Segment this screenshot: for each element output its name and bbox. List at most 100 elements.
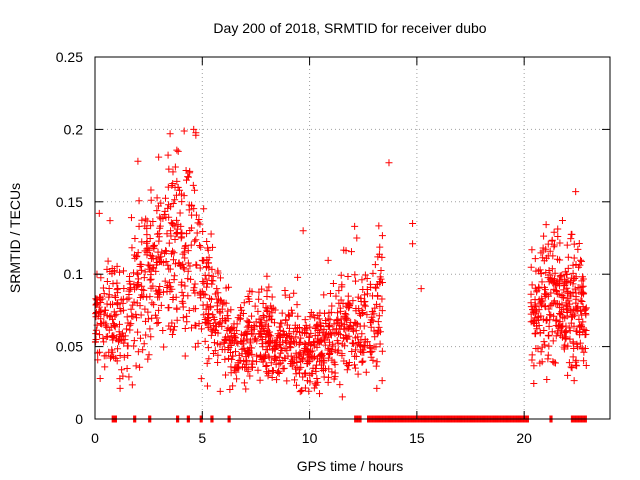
- data-point: [140, 340, 148, 348]
- data-point: [254, 307, 262, 315]
- data-point: [240, 379, 248, 387]
- data-point: [334, 315, 342, 323]
- data-point: [206, 294, 214, 302]
- data-point: [376, 302, 384, 310]
- data-point: [572, 299, 580, 307]
- data-point: [262, 338, 270, 346]
- data-point: [209, 350, 217, 358]
- data-point: [536, 299, 544, 307]
- data-point: [122, 325, 130, 333]
- data-point: [560, 294, 568, 302]
- data-point: [578, 311, 586, 319]
- data-point: [265, 283, 273, 291]
- data-point: [116, 384, 124, 392]
- data-point: [260, 327, 268, 335]
- data-point: [146, 293, 154, 301]
- data-point: [230, 320, 238, 328]
- data-point: [133, 280, 141, 288]
- data-point: [170, 249, 178, 257]
- data-point: [319, 356, 327, 364]
- data-point: [363, 338, 371, 346]
- data-point: [531, 255, 539, 263]
- data-point: [155, 254, 163, 262]
- data-point: [164, 261, 172, 269]
- data-point: [575, 315, 583, 323]
- data-point: [252, 335, 259, 343]
- data-point: [358, 310, 366, 318]
- data-point: [143, 293, 151, 301]
- data-point: [251, 335, 259, 343]
- data-point: [227, 340, 235, 348]
- data-point: [578, 277, 586, 285]
- data-point: [182, 242, 190, 250]
- data-point: [537, 312, 545, 320]
- data-point: [199, 301, 207, 309]
- data-point: [102, 352, 110, 360]
- data-point: [357, 311, 365, 319]
- data-point: [127, 284, 135, 292]
- data-point: [171, 222, 179, 230]
- data-point: [204, 244, 212, 252]
- data-point: [376, 278, 384, 286]
- data-point: [301, 346, 309, 354]
- data-point: [155, 230, 163, 238]
- data-point: [106, 354, 114, 362]
- data-point: [547, 289, 555, 297]
- data-point: [284, 311, 292, 319]
- data-point: [374, 253, 382, 261]
- data-point: [372, 284, 380, 292]
- data-point: [313, 361, 321, 369]
- data-point: [192, 261, 200, 269]
- data-point: [92, 338, 100, 346]
- data-point: [338, 340, 346, 348]
- data-point: [279, 327, 287, 335]
- data-point: [538, 278, 546, 286]
- data-point: [127, 214, 135, 222]
- data-point: [369, 308, 377, 316]
- data-point: [227, 363, 235, 371]
- data-point: [193, 229, 201, 237]
- data-point: [273, 341, 281, 349]
- data-point: [312, 367, 320, 375]
- data-point: [178, 297, 186, 305]
- data-point: [578, 297, 586, 305]
- data-point: [326, 349, 334, 357]
- data-point: [110, 322, 118, 330]
- data-point: [357, 336, 365, 344]
- data-point: [337, 296, 345, 304]
- data-point: [154, 202, 162, 210]
- data-point: [168, 330, 176, 338]
- data-point: [376, 243, 384, 251]
- data-point: [286, 343, 294, 351]
- data-point: [551, 359, 559, 367]
- data-point: [166, 325, 174, 333]
- data-point: [572, 361, 580, 369]
- data-point: [258, 340, 266, 348]
- data-point: [180, 127, 188, 135]
- data-point: [307, 348, 315, 356]
- data-point: [131, 285, 139, 293]
- data-point: [319, 329, 327, 337]
- data-point: [203, 256, 211, 264]
- data-point: [160, 343, 168, 351]
- data-point: [249, 357, 257, 365]
- data-point: [344, 324, 352, 332]
- data-point: [143, 239, 151, 247]
- data-point: [167, 219, 175, 227]
- data-point: [385, 159, 393, 167]
- data-point: [544, 252, 552, 260]
- data-point: [165, 165, 173, 173]
- data-point: [374, 292, 382, 300]
- data-point: [171, 236, 179, 244]
- data-point: [140, 274, 148, 282]
- data-point: [179, 314, 187, 322]
- data-point: [298, 386, 306, 394]
- data-point: [351, 364, 359, 372]
- data-point: [147, 255, 155, 263]
- data-point: [118, 366, 126, 374]
- data-point: [223, 312, 231, 320]
- data-point: [545, 266, 553, 274]
- data-point: [337, 307, 345, 315]
- data-point: [331, 330, 339, 338]
- data-point: [332, 325, 340, 333]
